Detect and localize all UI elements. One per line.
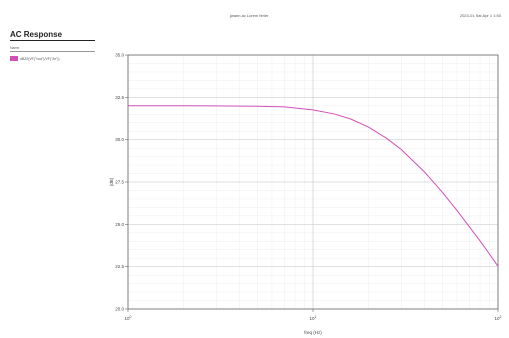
series-line [128, 105, 499, 267]
legend-header-rule [10, 51, 95, 52]
legend-entry[interactable]: dB20(VF("/out")/VF("/in")) [10, 56, 60, 61]
x-tick-label: 102 [495, 315, 502, 321]
legend-label: dB20(VF("/out")/VF("/in")) [20, 56, 60, 61]
legend-swatch [10, 56, 18, 61]
y-tick-label: 27.5 [115, 180, 124, 185]
x-axis-label: freq (Hz) [304, 330, 322, 335]
x-tick-label: 101 [310, 315, 317, 321]
y-tick-label: 22.5 [115, 264, 124, 269]
y-axis-label: (dB) [109, 177, 114, 186]
chart-title: AC Response [10, 30, 63, 39]
legend-header: Name [10, 46, 20, 50]
y-tick-label: 30.0 [115, 137, 124, 142]
x-tick-label: 100 [125, 315, 132, 321]
header-timestamp: 2023-01 Sat Apr 1 1:50 [459, 13, 501, 18]
y-tick-label: 20.0 [115, 307, 124, 312]
title-underline [10, 40, 95, 41]
x-axis: 100 101 102 [125, 309, 502, 321]
y-tick-label: 35.0 [115, 53, 124, 58]
grid [127, 54, 499, 310]
y-tick-label: 25.0 [115, 222, 124, 227]
y-axis: 20.0 22.5 25.0 27.5 30.0 32.5 35.0 [115, 53, 128, 312]
y-tick-label: 32.5 [115, 95, 124, 100]
header-center-text: jwann.ac Lorem ferier [230, 13, 269, 18]
